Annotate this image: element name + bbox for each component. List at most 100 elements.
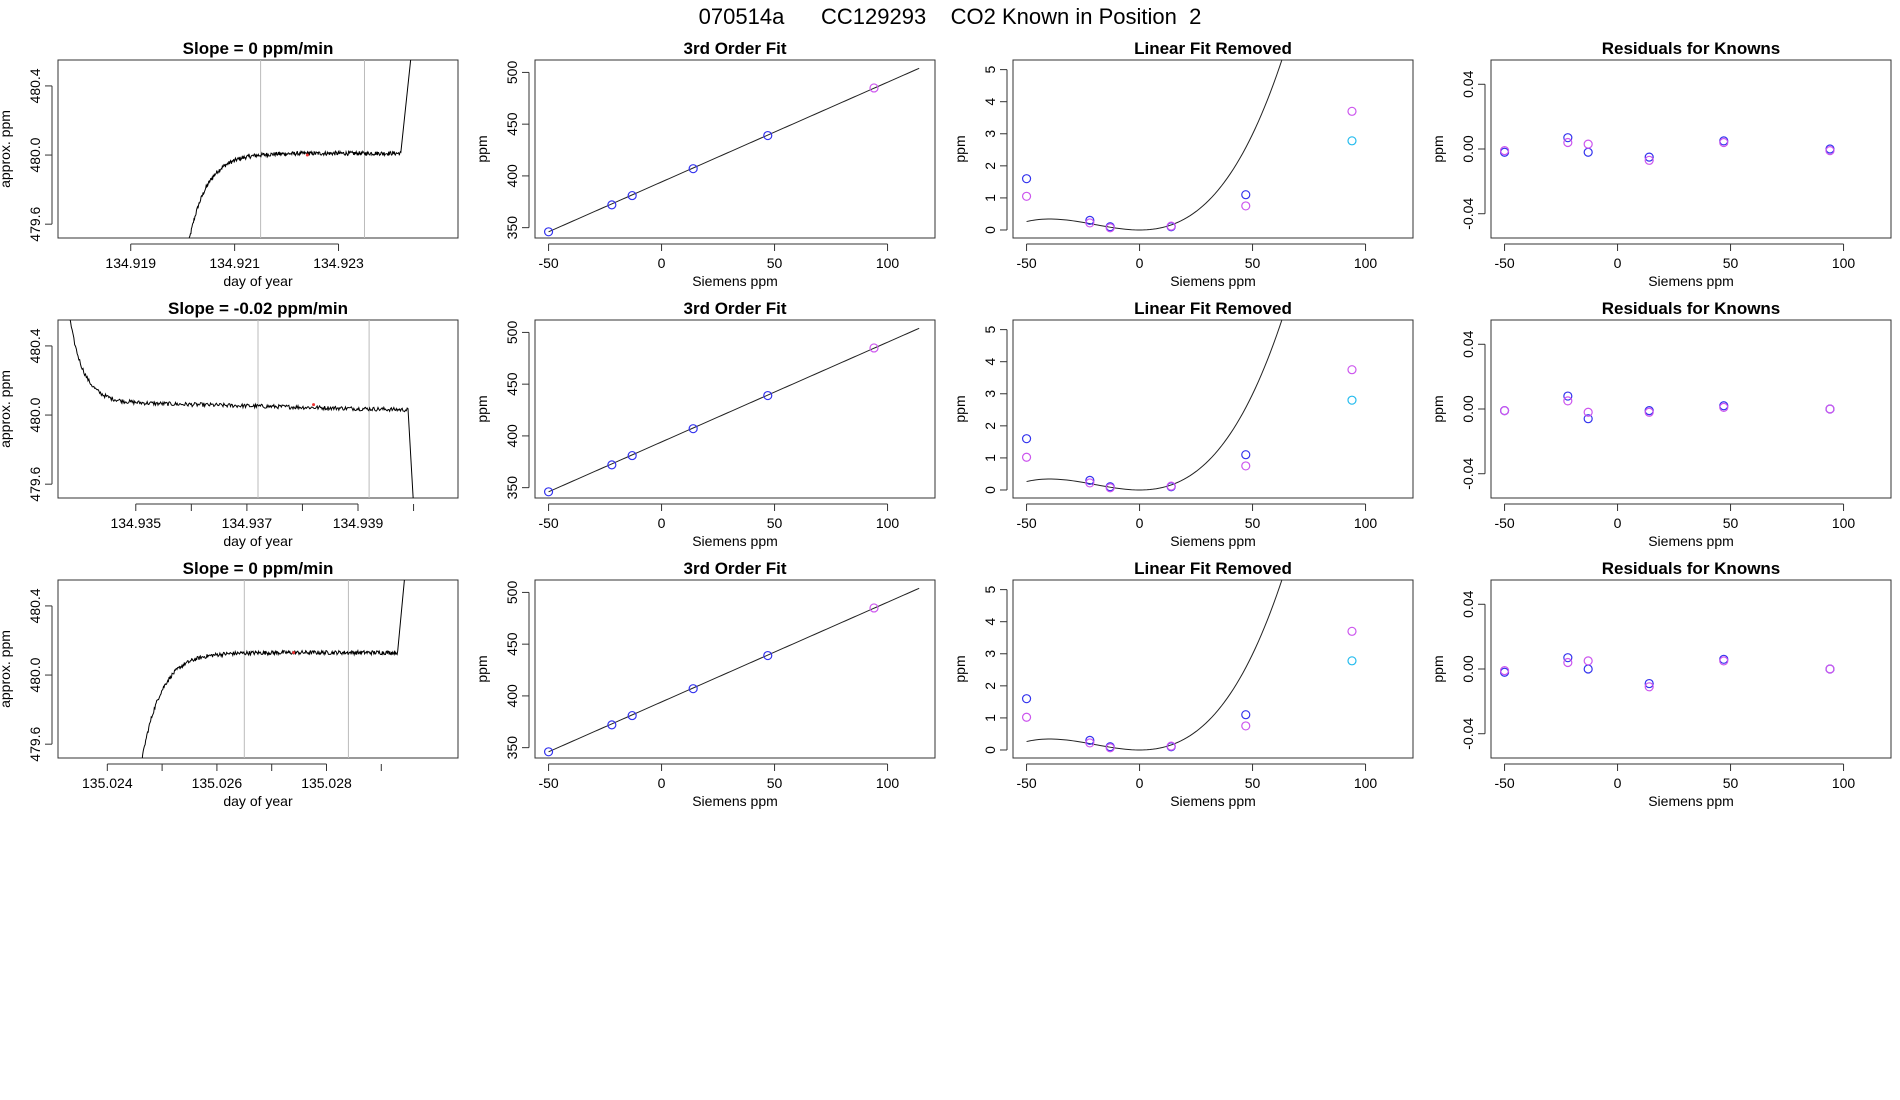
y-tick-label: 3 — [982, 130, 998, 138]
y-tick-label: 479.6 — [27, 726, 43, 761]
data-point — [1563, 657, 1573, 668]
y-tick-label: 480.4 — [27, 68, 43, 103]
panel-1-2: Linear Fit Removed -50 0 50 100 Siemens ppm 0 1… — [952, 299, 1414, 549]
x-tick-label: 0 — [658, 255, 666, 271]
data-point — [1719, 656, 1729, 666]
y-tick-label: 5 — [982, 586, 998, 594]
y-tick-label: 350 — [504, 476, 520, 500]
panel-title: Residuals for Knowns — [1602, 559, 1781, 578]
data-point — [1021, 452, 1032, 462]
data-point — [1563, 133, 1573, 143]
x-tick-label: 100 — [1832, 515, 1856, 531]
panel-title: Linear Fit Removed — [1134, 559, 1292, 578]
data-point — [1644, 678, 1654, 689]
plot-frame — [534, 579, 936, 759]
y-tick-label: 479.6 — [27, 206, 43, 241]
x-tick-label: 50 — [1245, 515, 1261, 531]
data-point — [1499, 666, 1510, 676]
y-tick-label: 400 — [504, 684, 520, 708]
panel-title: Slope = -0.02 ppm/min — [168, 299, 348, 318]
x-tick-label: 100 — [1354, 775, 1378, 791]
x-axis-label: day of year — [223, 793, 293, 809]
y-axis-label: ppm — [1430, 135, 1446, 162]
x-tick-label: 50 — [1723, 515, 1739, 531]
data-point — [1347, 395, 1357, 405]
plot-area — [543, 67, 920, 237]
data-point — [1825, 146, 1835, 156]
y-axis-label: ppm — [952, 135, 968, 162]
data-point — [763, 390, 773, 401]
data-point — [543, 487, 554, 497]
data-point — [543, 227, 554, 237]
data-point — [1241, 450, 1251, 460]
panel-title: Residuals for Knowns — [1602, 299, 1781, 318]
data-point — [1241, 201, 1251, 211]
data-point — [1347, 656, 1357, 666]
data-point — [1499, 406, 1510, 416]
x-tick-label: 100 — [876, 255, 900, 271]
y-axis-label: approx. ppm — [0, 110, 13, 188]
x-tick-label: 0 — [1614, 775, 1622, 791]
data-point — [1644, 155, 1654, 165]
data-point — [1241, 190, 1251, 200]
data-point — [1085, 475, 1095, 485]
y-axis-label: ppm — [952, 655, 968, 682]
x-tick-label: -50 — [538, 515, 558, 531]
panel-title: Slope = 0 ppm/min — [183, 39, 334, 58]
y-tick-label: -0.04 — [1460, 718, 1476, 750]
x-tick-label: 134.923 — [313, 255, 364, 271]
x-tick-label: -50 — [1494, 255, 1514, 271]
panel-title: Linear Fit Removed — [1134, 39, 1292, 58]
plot-frame — [1490, 579, 1892, 759]
y-tick-label: 4 — [982, 98, 998, 106]
data-point — [869, 343, 879, 353]
x-tick-label: -50 — [1494, 515, 1514, 531]
plot-frame — [1012, 579, 1414, 759]
x-tick-label: 50 — [767, 775, 783, 791]
y-tick-label: 480.0 — [27, 657, 43, 692]
x-tick-label: 134.921 — [209, 255, 260, 271]
plot-frame — [57, 579, 459, 759]
data-point — [1105, 483, 1115, 493]
co2-trace-line — [141, 580, 405, 758]
x-tick-label: 50 — [767, 255, 783, 271]
panel-0-3: Residuals for Knowns -50 0 50 100 Siemens ppm… — [1430, 39, 1892, 289]
panel-title: 3rd Order Fit — [684, 559, 787, 578]
data-point — [1021, 174, 1032, 184]
data-point — [763, 650, 773, 661]
x-tick-label: 100 — [876, 775, 900, 791]
panel-2-0: Slope = 0 ppm/min 135.024 135.026 135.028 da… — [0, 559, 459, 809]
panel-0-1: 3rd Order Fit -50 0 50 100 Siemens ppm 350 400 4… — [474, 39, 936, 289]
data-point — [627, 190, 637, 201]
data-point — [1644, 407, 1654, 417]
y-tick-label: 0.00 — [1460, 135, 1476, 162]
data-point — [1085, 738, 1095, 748]
fit-curve — [1026, 580, 1283, 751]
x-tick-label: 135.028 — [301, 775, 352, 791]
data-point — [1563, 653, 1573, 663]
y-tick-label: 0.00 — [1460, 395, 1476, 422]
y-axis-label: ppm — [952, 395, 968, 422]
data-point — [1166, 221, 1176, 231]
plot-frame — [1012, 319, 1414, 499]
data-point — [543, 747, 554, 757]
y-tick-label: -0.04 — [1460, 458, 1476, 490]
plot-area — [69, 320, 414, 498]
x-tick-label: 135.024 — [82, 775, 133, 791]
y-tick-label: 0 — [982, 486, 998, 494]
panel-title: Slope = 0 ppm/min — [183, 559, 334, 578]
y-tick-label: 5 — [982, 66, 998, 74]
data-point — [688, 164, 698, 174]
figure-title: 070514a CC129293 CO2 Known in Position 2 — [698, 4, 1202, 29]
data-point — [1347, 136, 1357, 146]
x-tick-label: -50 — [1016, 515, 1036, 531]
y-tick-label: 3 — [982, 650, 998, 658]
plot-frame — [1490, 59, 1892, 239]
x-tick-label: 0 — [1136, 515, 1144, 531]
plot-frame — [534, 59, 936, 239]
data-point — [607, 460, 617, 470]
data-point — [688, 424, 698, 434]
y-tick-label: 450 — [504, 372, 520, 396]
data-point — [1021, 712, 1032, 722]
